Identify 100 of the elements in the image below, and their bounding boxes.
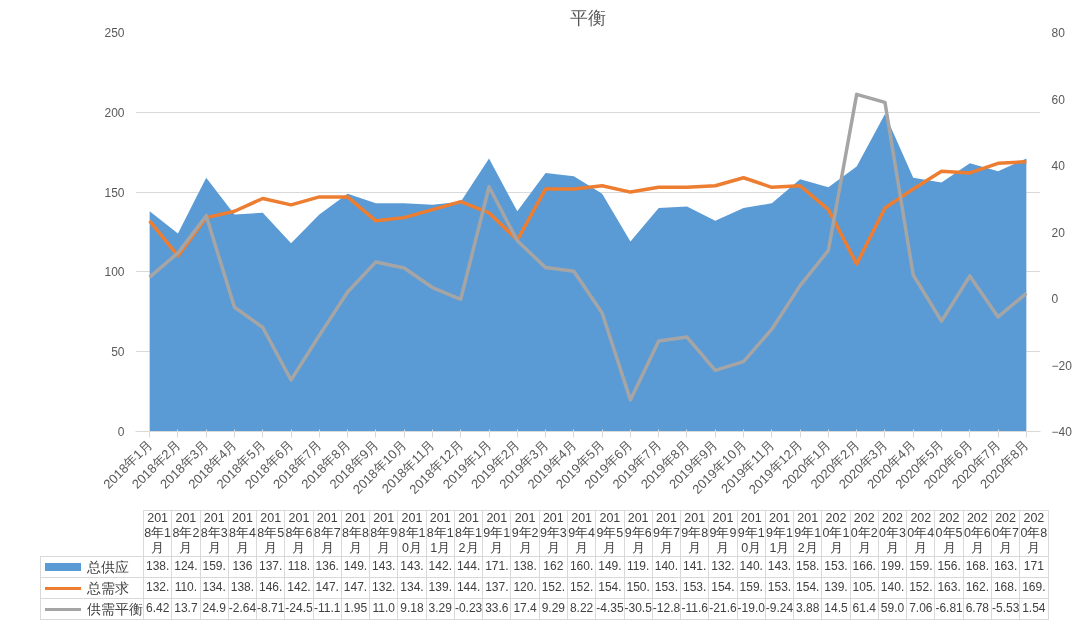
y-tick-label: 250 [104, 26, 125, 40]
data-label: 149. [341, 556, 370, 578]
category-label: 2019年9月 [709, 511, 737, 555]
category-label: 2019年12月 [794, 511, 822, 555]
data-label: 105. [850, 577, 879, 599]
data-label: -24.5 [284, 598, 314, 620]
data-label: 13.7 [171, 598, 201, 620]
data-label: 168. [963, 556, 992, 578]
data-label: 137. [482, 577, 511, 599]
data-label: 162 [539, 556, 568, 578]
category-label: 2020年7月 [992, 511, 1020, 555]
category-label: 2018年5月 [257, 511, 285, 555]
y2-tick-label: 60 [1051, 92, 1066, 107]
data-label: 142. [284, 577, 314, 599]
y2-tick-label: 40 [1051, 159, 1066, 173]
data-label: 118. [284, 556, 314, 578]
category-label: 2019年6月 [624, 511, 652, 555]
y-tick-label: 50 [111, 345, 125, 360]
data-label: 134. [200, 577, 229, 599]
data-label: 158. [793, 556, 822, 578]
data-label: 110. [171, 577, 201, 599]
data-label: 147. [313, 577, 342, 599]
data-label: 24.9 [200, 598, 229, 620]
data-label: 159. [737, 577, 766, 599]
category-label: 2018年12月 [455, 511, 482, 555]
data-label: 153. [821, 556, 851, 578]
category-label: 2018年9月 [370, 511, 398, 555]
category-label: 2020年1月 [822, 511, 850, 555]
data-label: 8.22 [567, 598, 596, 620]
data-label: 141. [680, 556, 709, 578]
data-label: -5.53 [991, 598, 1020, 620]
y-tick-label: 200 [104, 105, 125, 120]
data-label: 140. [652, 556, 681, 578]
data-label: 3.88 [793, 598, 822, 620]
chart-title: 平衡 [570, 7, 606, 28]
category-label: 2018年10月 [398, 511, 426, 555]
y2-tick-label: −20 [1051, 358, 1073, 373]
data-label: -11.1 [313, 598, 342, 620]
data-label: 199. [878, 556, 907, 578]
data-label: 61.4 [850, 598, 879, 620]
data-label: 140. [737, 556, 766, 578]
y2-tick-label: 0 [1051, 292, 1059, 306]
category-label: 2019年1月 [483, 511, 511, 555]
category-label: 2020年5月 [935, 511, 963, 555]
category-label: 2019年8月 [681, 511, 709, 555]
data-label: -21.6 [708, 598, 738, 620]
data-label: 14.5 [821, 598, 851, 620]
data-label: 163. [991, 556, 1020, 578]
data-label: 33.6 [482, 598, 511, 620]
data-label: 138. [143, 556, 172, 578]
y2-tick-label: 80 [1051, 26, 1066, 40]
category-label: 2018年7月 [313, 511, 341, 555]
data-label: -2.64 [228, 598, 257, 620]
data-label: 139. [426, 577, 455, 599]
category-label: 2020年3月 [879, 511, 906, 555]
data-label: 152. [906, 577, 935, 599]
category-label: 2018年1月 [144, 511, 172, 555]
data-label: 119. [624, 556, 653, 578]
y-tick-label: 150 [104, 185, 125, 200]
data-label: 132. [708, 556, 738, 578]
category-label: 2019年10月 [737, 511, 765, 555]
data-label: 150. [624, 577, 653, 599]
legend-label: 供需平衡 [87, 601, 143, 617]
category-label: 2019年2月 [511, 511, 539, 555]
data-label: -30.5 [624, 598, 653, 620]
data-label: -6.81 [934, 598, 964, 620]
data-label: 1.54 [1019, 598, 1048, 620]
data-label: 139. [821, 577, 851, 599]
data-label: 11.0 [369, 598, 398, 620]
data-label: 171 [1019, 556, 1048, 578]
data-label: 6.42 [143, 598, 172, 620]
data-label: 166. [850, 556, 879, 578]
data-label: 136. [313, 556, 342, 578]
category-label: 2019年7月 [652, 511, 680, 555]
data-label: 6.78 [963, 598, 992, 620]
data-label: 152. [567, 577, 596, 599]
data-label: 154. [595, 577, 625, 599]
data-label: 9.18 [397, 598, 427, 620]
data-label: 147. [341, 577, 370, 599]
data-label: -8.71 [256, 598, 285, 620]
data-label: 3.29 [426, 598, 455, 620]
data-label: 153. [652, 577, 681, 599]
category-label: 2018年4月 [228, 511, 256, 555]
data-label: 168. [991, 577, 1020, 599]
data-label: -0.23 [454, 598, 483, 620]
data-label: 154. [708, 577, 738, 599]
y-tick-label: 0 [117, 425, 125, 439]
category-label: 2019年4月 [568, 511, 596, 555]
data-label: 140. [878, 577, 907, 599]
data-label: 159. [200, 556, 229, 578]
category-label: 2018年8月 [342, 511, 369, 555]
data-label: 146. [256, 577, 285, 599]
data-label: 1.95 [341, 598, 370, 620]
data-label: 59.0 [878, 598, 907, 620]
data-label: 136 [228, 556, 257, 578]
data-label: 144. [454, 577, 483, 599]
data-label: 143. [397, 556, 427, 578]
data-label: 153. [765, 577, 794, 599]
data-label: 149. [595, 556, 625, 578]
category-label: 2020年2月 [850, 511, 878, 555]
